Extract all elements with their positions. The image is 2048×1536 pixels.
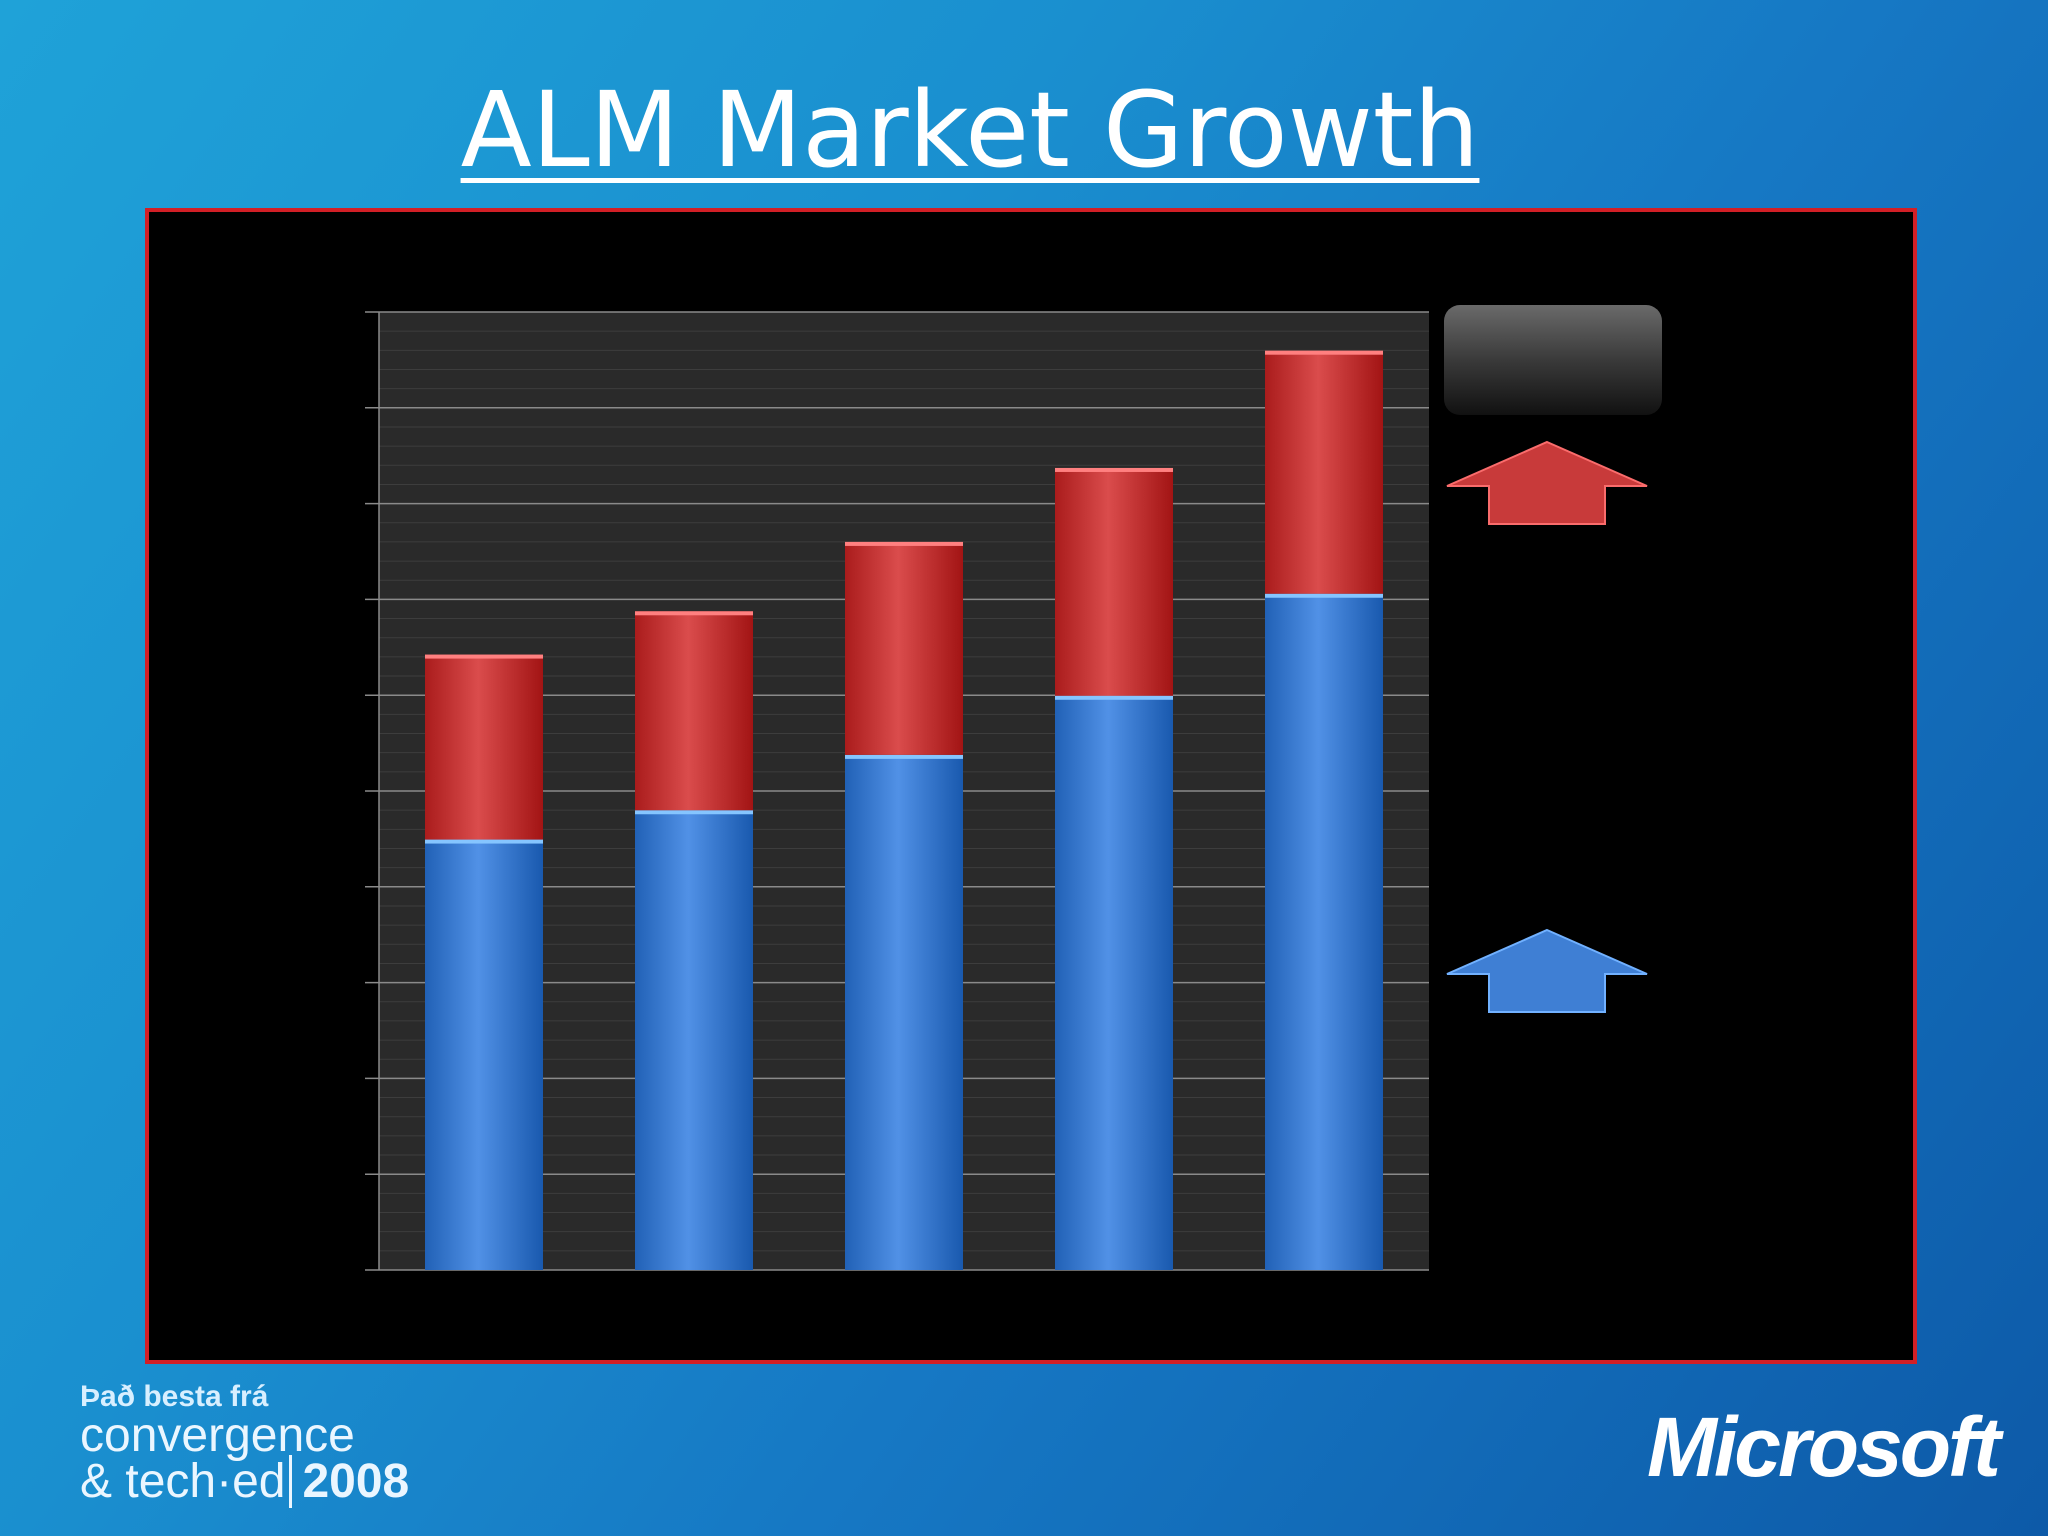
bar-segment-traditional	[635, 611, 753, 811]
bar-segment-traditional	[1055, 467, 1173, 696]
bar-segment-top-edge	[425, 839, 543, 844]
bar-segment-top-edge	[1055, 695, 1173, 700]
event-name-line2: & tech·ed 2008	[80, 1455, 410, 1508]
growth-arrow-up-icon	[1446, 928, 1648, 1013]
bar-segment-top-edge	[845, 541, 963, 546]
bar-segment-top-edge	[635, 810, 753, 815]
event-tagline: Það besta frá	[80, 1380, 269, 1413]
event-logo: Það besta frá convergence & tech·ed 2008	[80, 1380, 410, 1508]
chart-frame	[145, 208, 1917, 1364]
microsoft-logo: Microsoft	[1647, 1400, 2001, 1494]
bar-segment-alm	[425, 839, 543, 1270]
event-year: 2008	[289, 1455, 410, 1508]
bar-segment-traditional	[425, 654, 543, 840]
event-name-line1: convergence	[80, 1409, 355, 1462]
bar-segment-top-edge	[1055, 467, 1173, 472]
cagr-box	[1444, 305, 1662, 415]
bar-segment-alm	[635, 810, 753, 1270]
bar-segment-top-edge	[1265, 593, 1383, 598]
bar-segment-top-edge	[845, 754, 963, 759]
bar-segment-top-edge	[425, 654, 543, 659]
bar-segment-top-edge	[1265, 350, 1383, 355]
growth-arrow-up-icon	[1446, 440, 1648, 525]
bar-segment-traditional	[845, 541, 963, 755]
bar-segment-alm	[1265, 593, 1383, 1270]
stacked-bar-chart	[365, 305, 1662, 1271]
bar-segment-alm	[1055, 695, 1173, 1270]
slide-title: ALM Market Growth	[460, 69, 1480, 191]
bar-segment-traditional	[1265, 350, 1383, 594]
event-name-part: & tech·ed	[80, 1455, 286, 1508]
bar-segment-top-edge	[635, 611, 753, 616]
bar-segment-alm	[845, 754, 963, 1270]
